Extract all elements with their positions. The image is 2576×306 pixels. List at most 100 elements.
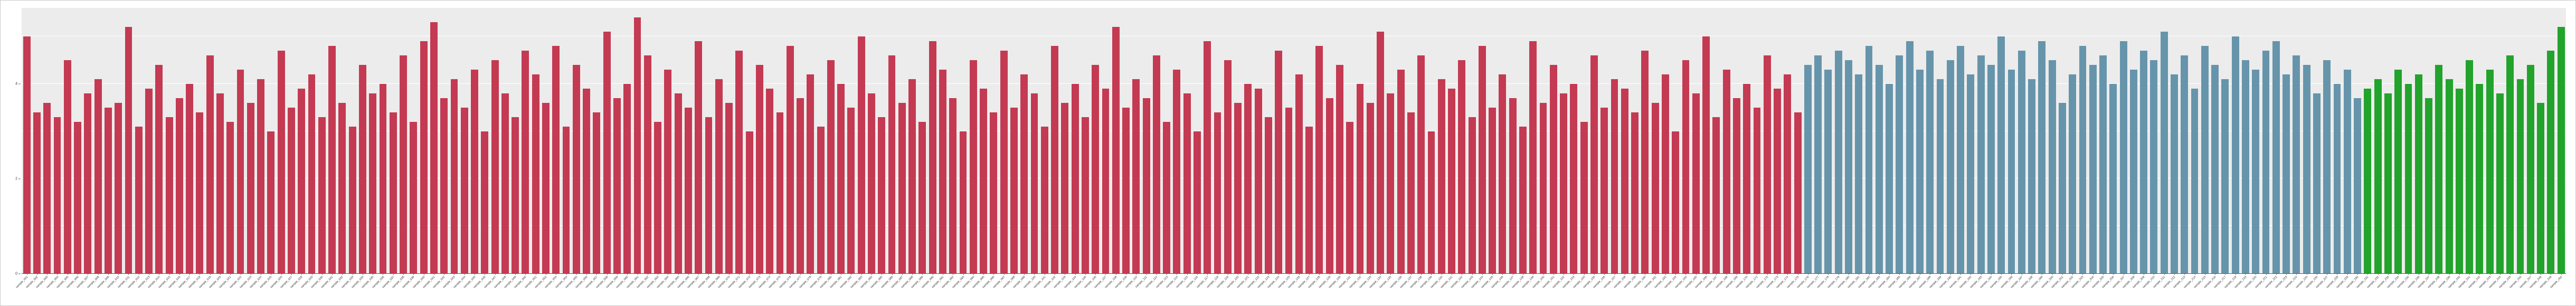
bar-slot: sample_001 [15, 8, 32, 289]
bar-slot: sample_101 [1033, 8, 1049, 289]
x-tick-mark [108, 273, 109, 275]
bar-slot: sample_085 [870, 8, 887, 289]
bar-slot: sample_055 [565, 8, 581, 289]
bar [1611, 79, 1618, 273]
bar-slot: sample_220 [2244, 8, 2261, 289]
bar-slot: sample_029 [300, 8, 317, 289]
bar-slot: sample_139 [1420, 8, 1436, 289]
x-tick-mark [1390, 273, 1391, 275]
x-tick-mark [1278, 273, 1280, 275]
bar [2028, 79, 2035, 273]
bar-slot: sample_136 [1389, 8, 1406, 289]
bar [1305, 126, 1313, 273]
bar [715, 79, 723, 273]
bar [1672, 131, 1680, 273]
bar-slot: sample_134 [1369, 8, 1385, 289]
bar-slot: sample_140 [1430, 8, 1446, 289]
bar [2079, 45, 2087, 273]
bar [1580, 121, 1588, 273]
bar [1712, 117, 1720, 273]
bar-slot: sample_053 [544, 8, 561, 289]
bar [1194, 131, 1201, 273]
bar [1366, 102, 1374, 273]
bar-slot: sample_226 [2305, 8, 2322, 289]
x-tick-mark [1696, 273, 1697, 275]
bar-slot: sample_021 [219, 8, 235, 289]
bar-slot: sample_126 [1287, 8, 1304, 289]
bar [491, 60, 499, 273]
bar-slot: sample_164 [1674, 8, 1691, 289]
x-tick-mark [2479, 273, 2480, 275]
bar-slot: sample_033 [341, 8, 357, 289]
bar-slot: sample_239 [2438, 8, 2454, 289]
bar [1325, 98, 1333, 273]
bar-slot: sample_049 [504, 8, 520, 289]
x-tick-mark [1472, 273, 1473, 275]
x-tick-mark [1034, 273, 1035, 275]
bar-slot: sample_047 [484, 8, 500, 289]
bar-slot: sample_120 [1226, 8, 1243, 289]
bar [2323, 60, 2331, 273]
bar-slot: sample_076 [779, 8, 795, 289]
bar-slot: sample_118 [1206, 8, 1223, 289]
bar-slot: sample_242 [2468, 8, 2485, 289]
bar [827, 60, 835, 273]
bar [572, 64, 580, 273]
bar-slot: sample_104 [1064, 8, 1080, 289]
bar [705, 117, 713, 273]
bar-slot: sample_013 [137, 8, 154, 289]
bar [1102, 88, 1110, 273]
bar-slot: sample_128 [1308, 8, 1324, 289]
bar-slot: sample_056 [575, 8, 591, 289]
bar-slot: sample_165 [1684, 8, 1701, 289]
bar-slot: sample_059 [605, 8, 622, 289]
bar [2374, 79, 2382, 273]
x-tick-mark [1187, 273, 1188, 275]
bar-slot: sample_200 [2041, 8, 2057, 289]
x-tick-mark [922, 273, 923, 275]
bar [542, 102, 550, 273]
bar [1763, 55, 1771, 273]
x-tick-mark [698, 273, 699, 275]
x-tick-mark [1431, 273, 1432, 275]
bar-slot: sample_181 [1847, 8, 1864, 289]
bar-slot: sample_170 [1735, 8, 1752, 289]
x-tick-mark [596, 273, 598, 275]
x-tick-mark [2174, 273, 2175, 275]
x-tick-mark [98, 273, 99, 275]
bar-slot: sample_146 [1491, 8, 1508, 289]
bar-slot: sample_110 [1125, 8, 1141, 289]
x-tick-mark [2561, 273, 2562, 275]
bar [1437, 79, 1445, 273]
bar-slot: sample_044 [453, 8, 469, 289]
bar [1173, 69, 1181, 273]
x-tick-mark [2092, 273, 2094, 275]
x-tick-mark [1869, 273, 1870, 275]
bar [1896, 55, 1903, 273]
bar [2140, 50, 2148, 273]
bar [552, 45, 560, 273]
bar [1631, 112, 1639, 273]
bar [1509, 98, 1517, 273]
x-tick-mark [2011, 273, 2012, 275]
bar [1112, 26, 1120, 273]
bar-slot: sample_022 [229, 8, 245, 289]
bar-slot: sample_223 [2275, 8, 2291, 289]
x-tick-mark [1991, 273, 1992, 275]
bar-slot: sample_095 [972, 8, 988, 289]
bar-slot: sample_086 [880, 8, 897, 289]
x-tick-mark [1950, 273, 1951, 275]
x-tick-mark [1543, 273, 1544, 275]
x-tick-mark [2510, 273, 2511, 275]
bar-slot: sample_112 [1145, 8, 1161, 289]
bar [1468, 117, 1476, 273]
bar [2262, 50, 2270, 273]
bar [2466, 60, 2474, 273]
x-tick-mark [2378, 273, 2379, 275]
bar [1071, 83, 1079, 273]
bar [797, 98, 804, 273]
bar [1397, 69, 1405, 273]
bar-slot: sample_067 [687, 8, 704, 289]
bar [1784, 74, 1792, 273]
x-tick-mark [2184, 273, 2185, 275]
